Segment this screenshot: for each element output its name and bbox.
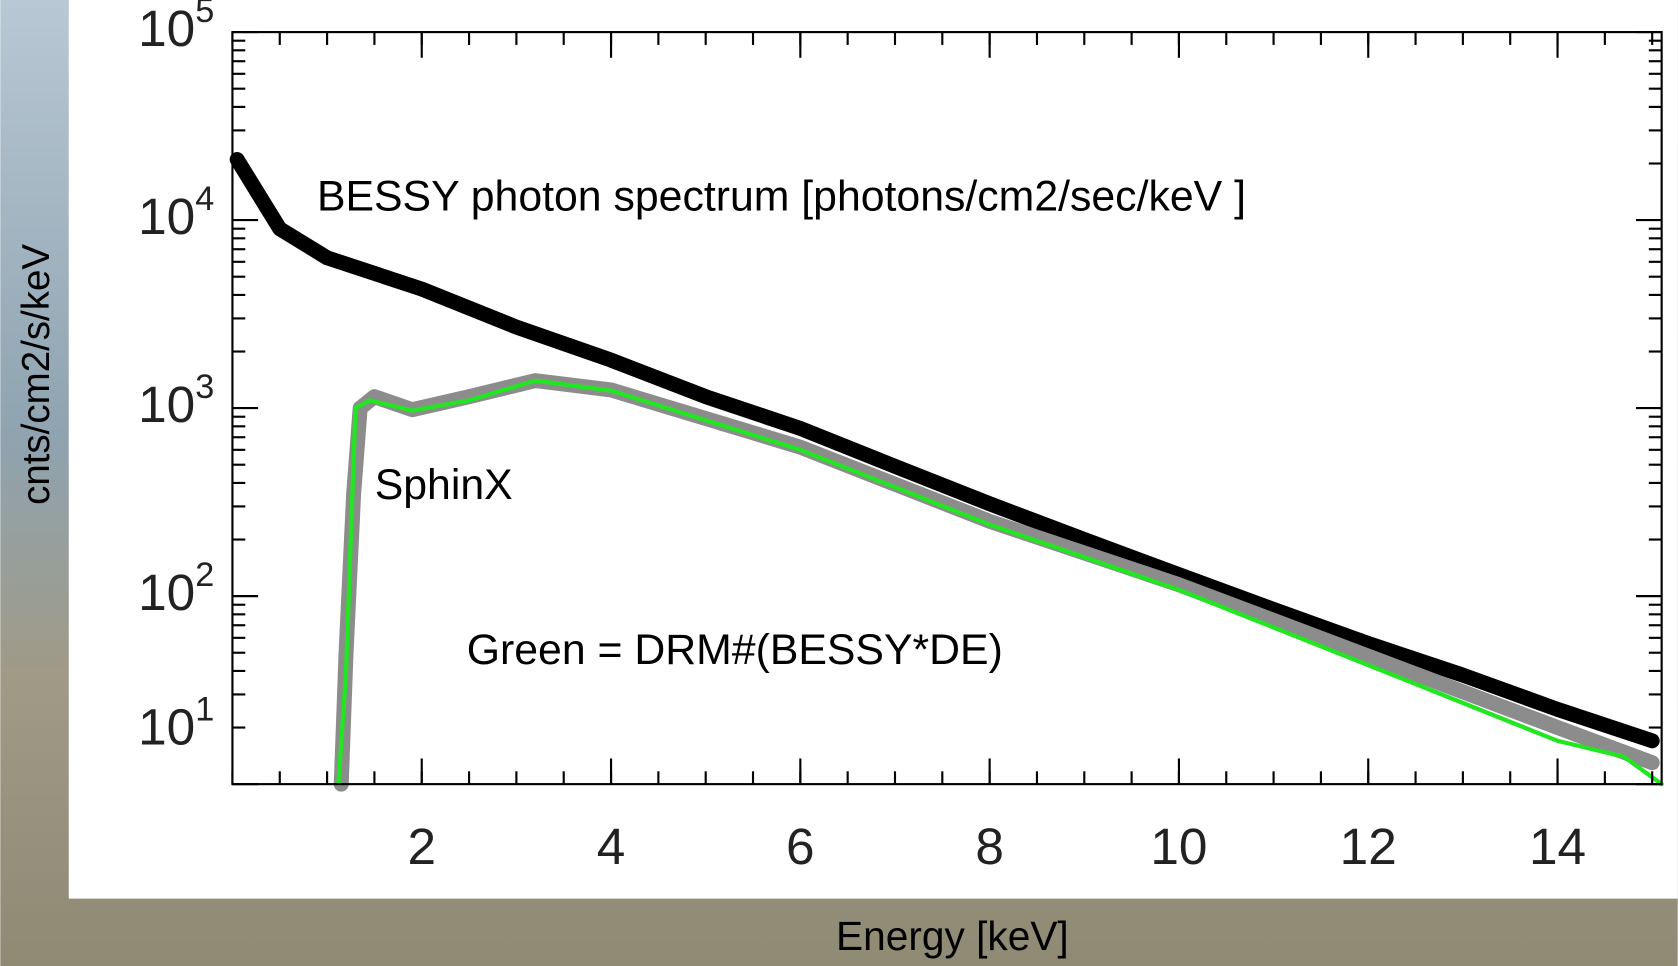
series-line bbox=[229, 152, 1660, 749]
y-tick-label: 102 bbox=[138, 556, 214, 621]
y-tick-label: 104 bbox=[138, 180, 214, 245]
x-tick-label: 8 bbox=[975, 818, 1004, 875]
y-tick-label: 101 bbox=[138, 690, 214, 755]
x-axis-label: Energy [keV] bbox=[836, 913, 1069, 959]
annotation: Green = DRM#(BESSY*DE) bbox=[467, 626, 1003, 674]
series-line bbox=[336, 378, 1664, 787]
x-tick-label: 4 bbox=[597, 818, 626, 875]
x-tick-label: 2 bbox=[407, 818, 436, 875]
y-tick-label: 103 bbox=[138, 368, 214, 433]
x-tick-label: 6 bbox=[786, 818, 815, 875]
x-tick-label: 12 bbox=[1340, 818, 1397, 875]
x-tick-label: 10 bbox=[1150, 818, 1207, 875]
annotation: SphinX bbox=[375, 461, 513, 509]
annotation: BESSY photon spectrum [photons/cm2/sec/k… bbox=[317, 172, 1246, 220]
x-tick-label: 14 bbox=[1529, 818, 1586, 875]
y-axis-label: cnts/cm2/s/keV bbox=[15, 244, 58, 505]
y-tick-label: 105 bbox=[138, 0, 214, 57]
plot-panel bbox=[68, 0, 1678, 899]
